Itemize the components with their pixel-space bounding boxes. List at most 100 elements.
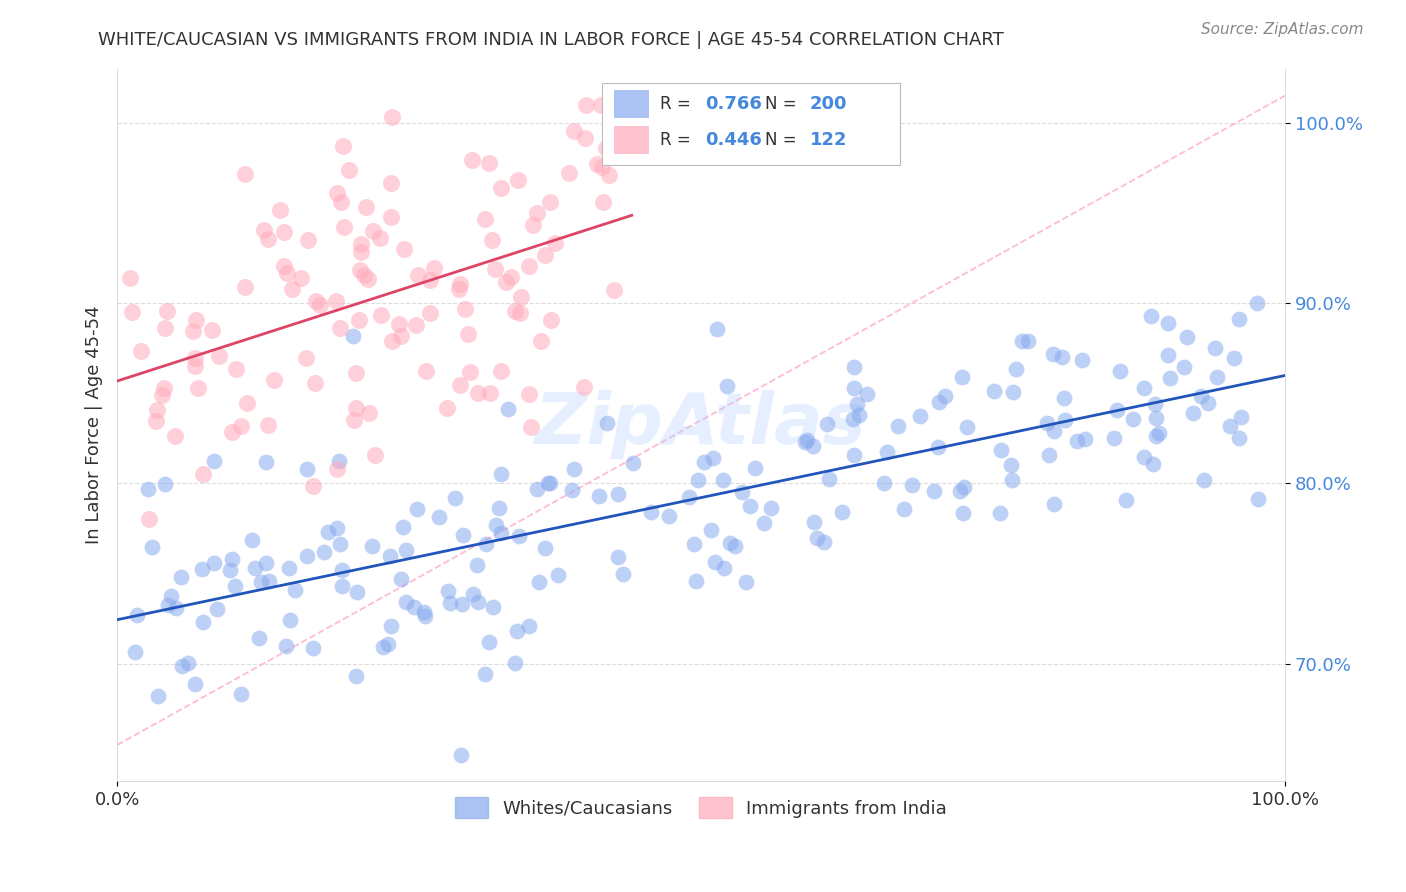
Point [181,324,204,338]
Point [302,641,325,656]
Point [491,363,513,377]
Point [952,506,974,520]
Point [724,539,747,553]
Point [193,615,215,629]
Point [467,595,489,609]
Point [538,195,561,210]
Point [1005,361,1028,376]
Point [718,535,741,549]
Point [526,206,548,220]
Point [250,575,273,590]
Point [346,584,368,599]
Point [395,542,418,557]
Point [254,454,277,468]
Point [224,579,246,593]
Point [1173,359,1195,374]
Point [1105,403,1128,417]
Point [284,582,307,597]
Point [488,501,510,516]
Point [297,462,319,476]
Point [269,202,291,217]
Text: N =: N = [765,95,803,113]
Point [165,429,187,443]
FancyBboxPatch shape [613,126,648,154]
Point [141,540,163,554]
Point [873,475,896,490]
Point [478,156,501,170]
Point [562,462,585,476]
Point [1175,330,1198,344]
Point [908,409,931,424]
Point [1159,370,1181,384]
Point [474,667,496,681]
Point [731,484,754,499]
Point [842,381,865,395]
Point [658,508,681,523]
Point [520,420,543,434]
Point [419,273,441,287]
Point [183,351,205,365]
Point [1189,389,1212,403]
Point [983,384,1005,398]
Point [350,236,373,251]
Point [378,549,401,563]
Point [121,305,143,319]
Point [484,261,506,276]
Point [454,302,477,317]
Point [371,640,394,654]
Point [152,381,174,395]
Point [607,487,630,501]
Point [988,506,1011,520]
Point [467,386,489,401]
Point [295,351,318,365]
Text: N =: N = [765,131,803,149]
Point [818,472,841,486]
Point [395,594,418,608]
Point [1230,410,1253,425]
Point [702,450,724,465]
Point [744,461,766,475]
Point [145,414,167,428]
Point [370,308,392,322]
Point [491,467,513,481]
Point [738,499,761,513]
Point [1144,429,1167,443]
Point [276,266,298,280]
Point [713,561,735,575]
Point [337,162,360,177]
Point [404,600,426,615]
Point [831,505,853,519]
Point [439,596,461,610]
Point [118,271,141,285]
Point [254,556,277,570]
Point [297,549,319,564]
Point [474,537,496,551]
Point [538,475,561,490]
Point [361,224,384,238]
Point [794,435,817,450]
Point [169,570,191,584]
Point [1036,416,1059,430]
Text: 200: 200 [810,95,848,113]
Point [1142,457,1164,471]
Point [221,552,243,566]
Point [1043,497,1066,511]
Point [380,619,402,633]
Text: WHITE/CAUCASIAN VS IMMIGRANTS FROM INDIA IN LABOR FORCE | AGE 45-54 CORRELATION : WHITE/CAUCASIAN VS IMMIGRANTS FROM INDIA… [98,31,1004,49]
Point [848,408,870,422]
Point [803,515,825,529]
Point [1246,296,1268,310]
Point [330,579,353,593]
Point [332,138,354,153]
Point [131,343,153,358]
Point [229,688,252,702]
Point [711,473,734,487]
Point [344,366,367,380]
Point [1070,353,1092,368]
Point [474,212,496,227]
Point [326,186,349,201]
Point [187,381,209,395]
Point [305,293,328,308]
Point [332,219,354,234]
Point [686,473,709,487]
